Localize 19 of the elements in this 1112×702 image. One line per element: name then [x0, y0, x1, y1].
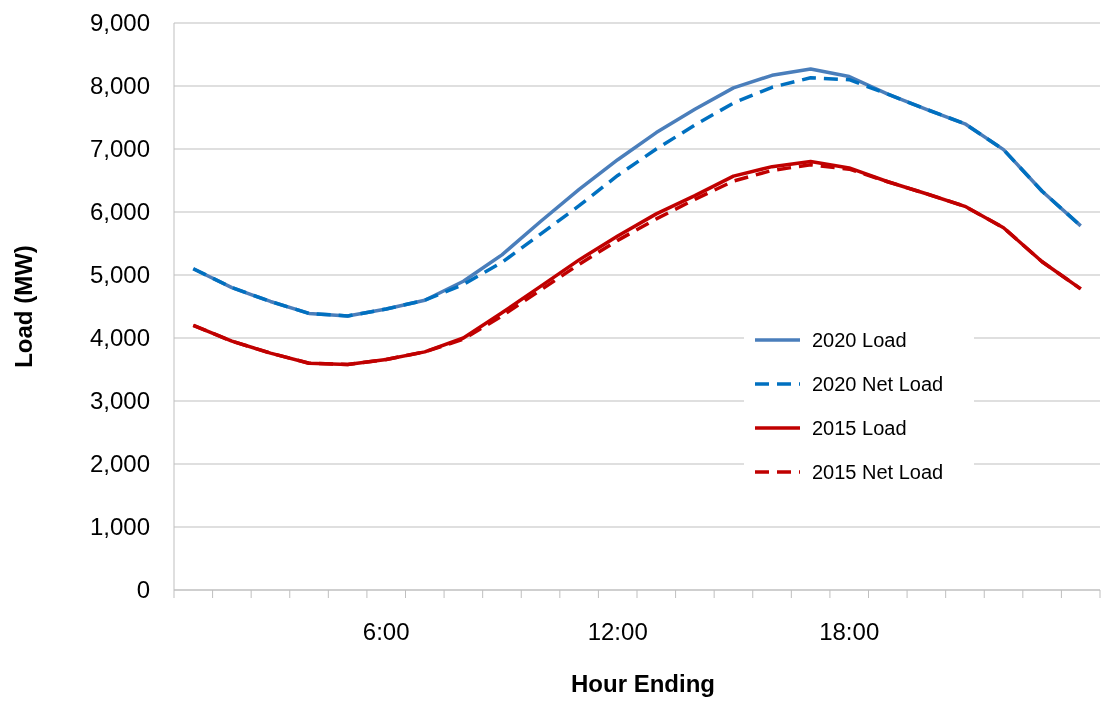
- y-tick-label: 0: [136, 576, 150, 604]
- y-tick-label: 6,000: [89, 198, 150, 226]
- y-tick-label: 2,000: [89, 450, 150, 478]
- x-tick-label: 6:00: [362, 618, 410, 645]
- y-tick-label: 3,000: [89, 387, 150, 415]
- y-axis-title: Load (MW): [10, 245, 37, 368]
- y-tick-label: 1,000: [89, 513, 150, 541]
- legend-label: 2015 Load: [812, 417, 907, 439]
- y-tick-label: 7,000: [89, 135, 150, 163]
- y-tick-label: 9,000: [89, 9, 150, 37]
- y-tick-label: 4,000: [89, 324, 150, 352]
- x-tick-label: 12:00: [587, 618, 648, 645]
- legend-label: 2015 Net Load: [812, 461, 944, 483]
- x-tick-label: 18:00: [819, 618, 880, 645]
- x-axis-title: Hour Ending: [571, 670, 715, 697]
- y-tick-label: 5,000: [89, 261, 150, 289]
- legend-label: 2020 Net Load: [812, 373, 944, 395]
- y-tick-label: 8,000: [89, 72, 150, 100]
- legend-label: 2020 Load: [812, 329, 907, 351]
